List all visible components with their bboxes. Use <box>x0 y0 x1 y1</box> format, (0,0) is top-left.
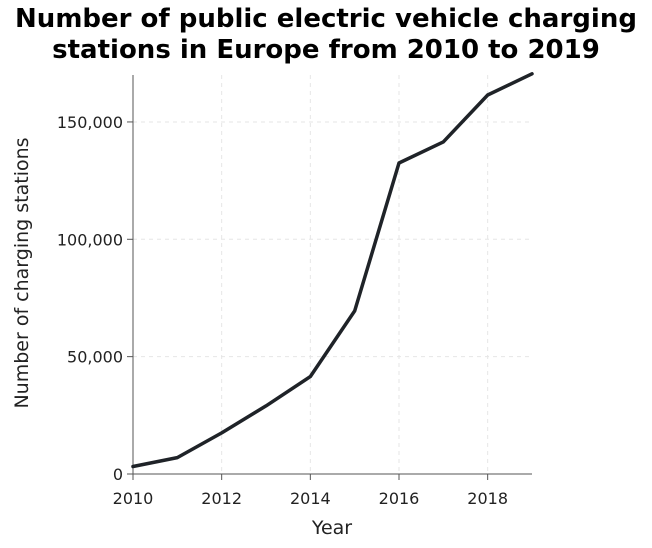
x-tick-label: 2012 <box>201 489 242 508</box>
series-line <box>131 72 534 469</box>
x-axis-label: Year <box>311 517 352 539</box>
x-tick-label: 2010 <box>113 489 154 508</box>
chart-title-line-2: stations in Europe from 2010 to 2019 <box>52 35 600 65</box>
y-tick-label: 0 <box>113 465 123 484</box>
y-tick-label: 50,000 <box>67 348 123 367</box>
chart-title: Number of public electric vehicle chargi… <box>0 4 652 66</box>
chart-title-line-1: Number of public electric vehicle chargi… <box>15 4 637 34</box>
x-tick-label: 2014 <box>290 489 331 508</box>
x-tick-label: 2016 <box>379 489 420 508</box>
y-axis-label: Number of charging stations <box>11 137 33 408</box>
series-group <box>131 72 534 469</box>
y-tick-label: 100,000 <box>57 230 123 249</box>
grid-lines <box>133 75 532 474</box>
x-tick-label: 2018 <box>467 489 508 508</box>
y-axis-ticks: 0 50,000 100,000 150,000 <box>57 113 133 484</box>
axes <box>132 75 532 475</box>
x-axis-ticks: 2010 2012 2014 2016 2018 <box>113 474 508 508</box>
y-tick-label: 150,000 <box>57 113 123 132</box>
